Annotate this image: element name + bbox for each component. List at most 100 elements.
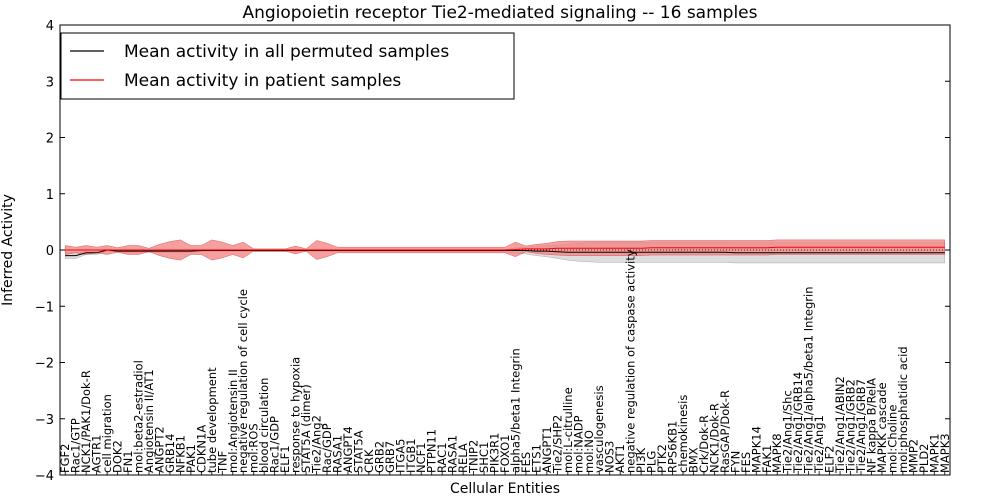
legend-label-patient: Mean activity in patient samples [124,71,401,91]
x-tick-label: ETS1 [529,444,543,473]
x-tick-label: SHC1 [477,442,491,473]
x-tick-label: Rac/GDP [320,423,334,473]
x-tick-label: Tie2/Ang1/Shc [781,390,795,474]
x-tick-label: ELF1 [278,445,292,473]
x-tick-label: BMX [686,447,700,473]
x-tick-label: PTPN11 [425,429,439,473]
x-tick-label: alpha5/beta1 Integrin [508,348,522,473]
x-tick-label: Tie2/Ang2 [310,415,324,474]
x-tick-label: blood circulation [257,378,271,473]
x-tick-label: FES [519,452,533,473]
legend-box [60,32,515,100]
x-tick-label: Tie2/Ang1/alpha5/beta1 Integrin [802,286,816,474]
x-tick-label: PIK3R1 [488,433,502,474]
x-tick-label: MMP2 [906,439,920,473]
x-tick-label: Tie2/SHP2 [550,415,564,474]
x-tick-label: PAK1 [184,444,198,473]
x-tick-label: mol:Choline [885,405,899,473]
y-tick-label: 2 [46,132,54,147]
x-tick-label: RELA [456,443,470,473]
x-tick-label: Tie2/Ang1 [812,415,826,474]
y-tick-label: −2 [35,357,54,372]
x-tick-label: ANGPT1 [540,426,554,473]
x-tick-label: GRB2 [372,441,386,473]
x-tick-label: RASA1 [330,435,344,473]
x-tick-label: negative regulation of caspase activity [624,249,638,473]
x-tick-label: PLG [645,451,659,473]
legend-label-permuted: Mean activity in all permuted samples [124,42,449,62]
x-tick-label: FYN [728,451,742,473]
x-tick-label: Rac1/GDP [268,416,282,473]
x-tick-label: NCK1/Dok-R [707,403,721,473]
permuted-line [65,249,945,257]
x-tick-label: PTK2 [655,444,669,473]
x-tick-label: mol:ROS [247,423,261,473]
x-tick-label: MAPK1 [927,433,941,473]
x-tick-label: response to hypoxia [289,357,303,473]
x-tick-label: ELF2 [823,445,837,473]
x-tick-label: FES [739,452,753,473]
x-tick-label: STAT5A (dimer) [299,384,313,473]
x-tick-label: DOK2 [111,440,125,473]
x-tick-label: vasculogenesis [592,385,606,473]
x-tick-label: RASA1 [446,435,460,473]
x-tick-label: AKT1 [613,444,627,473]
x-tick-label: CRK [362,449,376,473]
y-tick-label: −3 [35,413,54,428]
x-tick-label: Tie2/Ang1/GRB14 [791,372,805,474]
x-tick-label: mol:beta2-estradiol [132,360,146,473]
confidence-bands [65,239,945,264]
x-tick-label: cell migration [100,394,114,473]
x-tick-label: PLD2 [917,443,931,473]
y-axis-title: Inferred Activity [0,194,16,306]
x-tick-label: mol:Angiotensin II [226,369,240,473]
series-lines [60,246,950,257]
x-tick-label: Tie2/Ang1/GRB7 [854,379,868,474]
x-tick-label: RAC1 [435,442,449,473]
x-tick-label: Tie2/Ang1/GRB2 [844,379,858,474]
x-tick-label: FGF2 [58,444,72,473]
x-tick-label: mol:NO [582,430,596,473]
y-tick-label: 1 [46,188,54,203]
x-tick-label: NCK1/PAK1/Dok-R [79,370,93,473]
y-tick-label: 4 [46,19,54,34]
x-tick-label: Tie2/Ang1/ABIN2 [833,376,847,474]
y-tick-label: 3 [46,75,54,90]
x-tick-label: RPS6KB1 [666,421,680,473]
x-tick-label: Angiotensin II/AT1 [142,369,156,473]
x-tick-label: NOS3 [603,441,617,473]
x-tick-label: TNF [215,451,229,474]
y-tick-label: −1 [35,300,54,315]
x-tick-label: Rac1/GTP [69,418,83,473]
x-tick-label: mol:L-citrulline [561,387,575,473]
legend: Mean activity in all permuted samples Me… [60,32,515,100]
x-tick-label: FOXO1 [498,435,512,473]
patient-line [65,246,945,251]
x-tick-label: negative regulation of cell cycle [236,289,250,473]
x-tick-label: RasGAP/Dok-R [718,390,732,473]
x-tick-label: TNIP2 [467,440,481,474]
x-tick-label: PI3K [634,447,648,473]
x-tick-label: Crk/Dok-R [697,415,711,473]
x-tick-label: NCF1 [414,442,428,473]
x-tick-label: mol:NADP [571,415,585,473]
x-tick-label: NF kappa B/RelA [864,378,878,473]
x-tick-label: FN1 [121,450,135,473]
x-tick-label: ITGA5 [393,438,407,473]
x-tick-label: chemokinesis [676,395,690,473]
x-tick-label: mol:phosphatidic acid [896,346,910,473]
x-tick-label: MAPK3 [938,433,952,473]
x-tick-label: MAPK8 [770,433,784,473]
y-tick-label: 0 [46,244,54,259]
x-tick-label: MAPK14 [749,426,763,473]
x-tick-label: ITGB1 [404,438,418,473]
y-tick-label: −4 [35,469,54,484]
x-tick-label: ANGPT2 [152,426,166,473]
x-tick-label: GRB14 [163,434,177,473]
x-tick-label: MAPKK cascade [875,382,889,473]
x-tick-label: GRB7 [383,441,397,473]
chart-title: Angiopoietin receptor Tie2-mediated sign… [242,3,757,23]
x-tick-label: AGTR1 [90,435,104,474]
